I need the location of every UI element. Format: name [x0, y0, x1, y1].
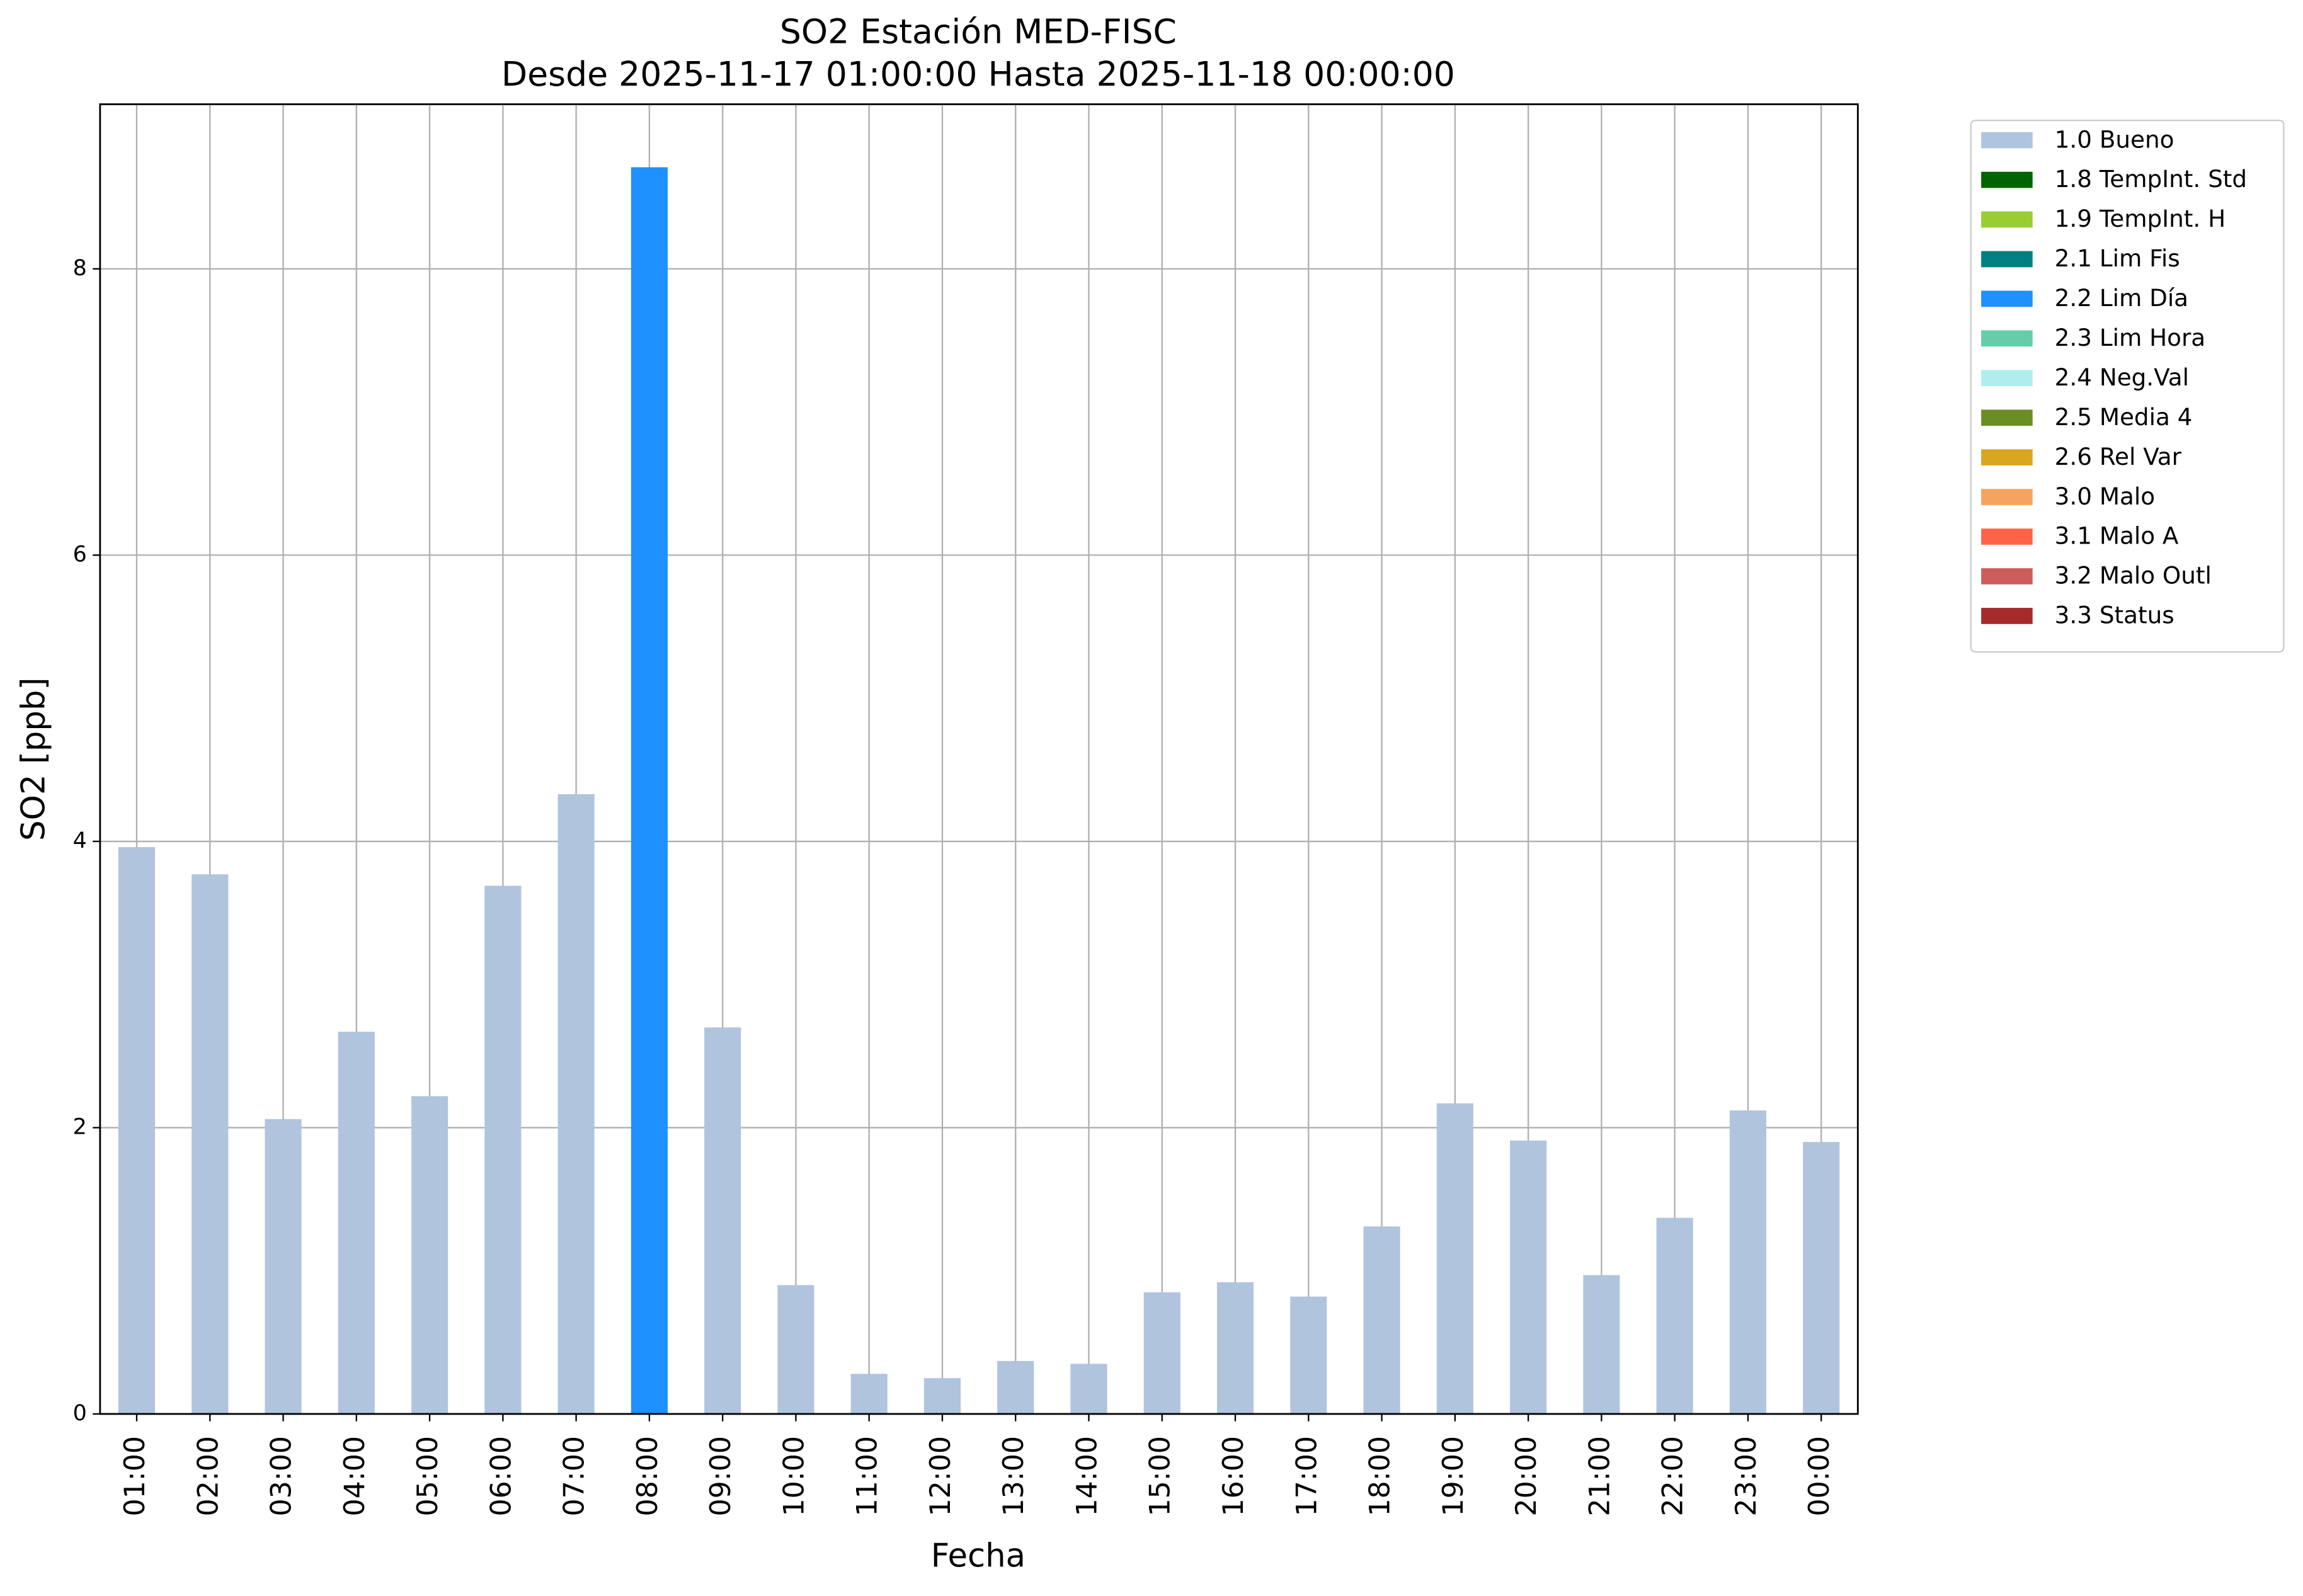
bar	[1656, 1217, 1693, 1414]
bar	[484, 886, 522, 1414]
legend-label: 2.5 Media 4	[2055, 403, 2193, 431]
x-tick-label: 11:00	[852, 1436, 884, 1517]
bar	[191, 874, 229, 1414]
legend-swatch	[1981, 608, 2033, 624]
bar	[1583, 1275, 1620, 1414]
x-tick-label: 01:00	[119, 1436, 151, 1517]
x-tick-label: 02:00	[192, 1436, 224, 1517]
plot-frame	[99, 103, 1859, 1415]
chart-subtitle: Desde 2025-11-17 01:00:00 Hasta 2025-11-…	[501, 54, 1455, 94]
bar	[338, 1032, 375, 1414]
legend-swatch	[1981, 211, 2033, 228]
legend-label: 2.4 Neg.Val	[2055, 363, 2189, 391]
legend-swatch	[1981, 370, 2033, 387]
x-tick-label: 07:00	[559, 1436, 591, 1517]
y-tick-label: 4	[73, 828, 87, 853]
legend-label: 2.1 Lim Fis	[2055, 244, 2180, 272]
x-axis-label: Fecha	[931, 1537, 1026, 1575]
x-tick-label: 09:00	[705, 1436, 737, 1517]
bar	[850, 1374, 888, 1414]
y-tick-label: 8	[73, 256, 87, 281]
x-tick-label: 10:00	[778, 1436, 810, 1517]
legend-swatch	[1981, 290, 2033, 307]
y-tick-label: 6	[73, 542, 87, 567]
bar	[997, 1360, 1034, 1414]
legend-swatch	[1981, 251, 2033, 268]
y-tick-label: 0	[73, 1401, 87, 1426]
bar	[1290, 1296, 1327, 1414]
bar	[631, 167, 668, 1414]
legend-swatch	[1981, 449, 2033, 465]
x-tick-label: 20:00	[1511, 1436, 1543, 1517]
x-tick-label: 23:00	[1730, 1436, 1763, 1517]
legend-label: 2.2 Lim Día	[2055, 284, 2188, 312]
x-tick-label: 16:00	[1218, 1436, 1250, 1517]
y-tick-label: 2	[73, 1114, 87, 1139]
bar	[1436, 1103, 1473, 1414]
bar	[1729, 1110, 1766, 1414]
x-tick-label: 19:00	[1437, 1436, 1470, 1517]
legend-label: 2.6 Rel Var	[2055, 443, 2182, 470]
legend-label: 3.0 Malo	[2055, 482, 2155, 510]
y-axis-label: SO2 [ppb]	[14, 678, 52, 841]
legend-swatch	[1981, 568, 2033, 584]
bar	[1216, 1282, 1254, 1414]
legend-label: 3.1 Malo A	[2055, 522, 2179, 550]
legend-label: 1.9 TempInt. H	[2055, 205, 2226, 232]
bar	[704, 1027, 741, 1414]
legend-swatch	[1981, 528, 2033, 545]
legend-swatch	[1981, 409, 2033, 426]
bar	[1143, 1292, 1180, 1414]
x-tick-label: 13:00	[998, 1436, 1030, 1517]
x-tick-label: 03:00	[266, 1436, 298, 1517]
x-tick-label: 15:00	[1145, 1436, 1177, 1517]
legend-label: 3.2 Malo Outl	[2055, 562, 2212, 590]
legend-label: 1.0 Bueno	[2055, 125, 2174, 153]
x-tick-label: 21:00	[1584, 1436, 1616, 1517]
bar	[1070, 1364, 1107, 1414]
x-tick-label: 08:00	[632, 1436, 664, 1517]
x-tick-label: 12:00	[925, 1436, 957, 1517]
bar	[118, 846, 156, 1414]
x-tick-label: 00:00	[1803, 1436, 1836, 1517]
x-tick-label: 04:00	[339, 1436, 371, 1517]
chart-title: SO2 Estación MED-FISC	[780, 11, 1177, 51]
bar	[777, 1285, 814, 1414]
legend-box	[1970, 119, 2285, 653]
legend-label: 3.3 Status	[2055, 601, 2174, 629]
legend-label: 1.8 TempInt. Std	[2055, 165, 2247, 193]
x-tick-label: 17:00	[1291, 1436, 1323, 1517]
bar	[265, 1119, 302, 1414]
x-tick-label: 05:00	[412, 1436, 444, 1517]
x-tick-label: 22:00	[1657, 1436, 1689, 1517]
bar	[1363, 1226, 1400, 1414]
x-tick-label: 18:00	[1364, 1436, 1397, 1517]
legend-swatch	[1981, 132, 2033, 149]
bar	[557, 794, 595, 1414]
legend-swatch	[1981, 330, 2033, 347]
x-tick-label: 14:00	[1071, 1436, 1103, 1517]
legend-swatch	[1981, 171, 2033, 188]
bar	[411, 1096, 449, 1414]
x-tick-label: 06:00	[485, 1436, 517, 1517]
legend-label: 2.3 Lim Hora	[2055, 324, 2205, 351]
bar	[1803, 1142, 1840, 1414]
legend-swatch	[1981, 489, 2033, 505]
bar	[1510, 1140, 1547, 1414]
bar	[923, 1378, 961, 1414]
